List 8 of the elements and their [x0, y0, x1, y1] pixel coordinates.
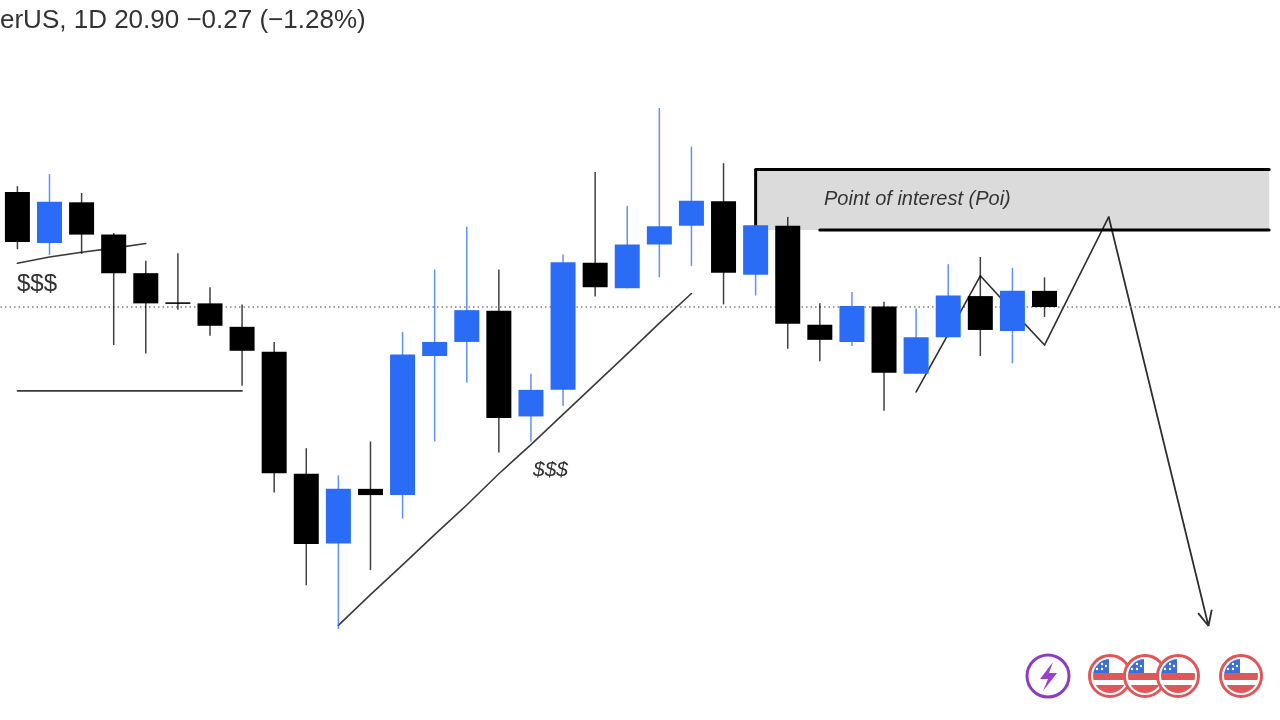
chart-title: erUS, 1D 20.90 −0.27 (−1.28%)	[0, 4, 366, 35]
candlestick	[165, 252, 191, 311]
candlestick	[357, 440, 383, 571]
annotation: Point of interest (Poi)	[824, 187, 1011, 209]
annotation: $$$	[533, 457, 569, 480]
candlestick	[422, 268, 448, 443]
annotation: $$$	[17, 269, 58, 296]
candlestick	[646, 107, 672, 279]
